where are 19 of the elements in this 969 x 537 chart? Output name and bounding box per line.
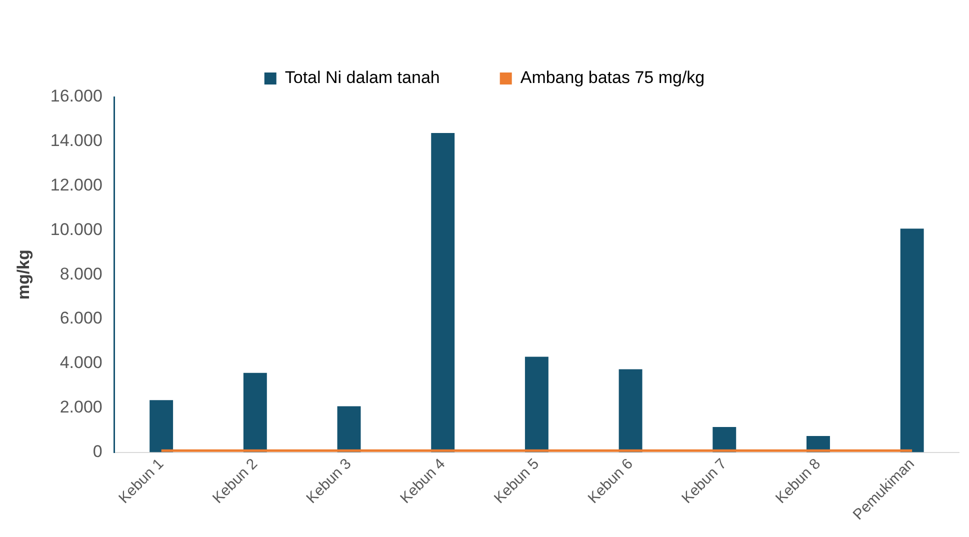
y-tick-label: 12.000 [50,176,102,195]
legend-label: Ambang batas 75 mg/kg [520,68,705,88]
y-tick-label: 0 [92,442,102,461]
y-tick-label: 8.000 [60,264,102,284]
y-tick-label: 4.000 [60,353,102,372]
bar [618,369,642,452]
bar [243,372,267,452]
legend-label: Total Ni dalam tanah [284,68,440,88]
y-tick-label: 6.000 [60,308,102,328]
y-axis-title: mg/kg [14,250,33,300]
y-tick-label: 16.000 [50,86,102,106]
y-tick-label: 14.000 [50,131,102,150]
bar [524,356,548,452]
y-tick-label: 10.000 [50,220,102,239]
bar [337,406,361,452]
y-tick-label: 2.000 [60,398,102,417]
bar [431,132,455,452]
bar [900,228,924,452]
bar [150,400,174,452]
